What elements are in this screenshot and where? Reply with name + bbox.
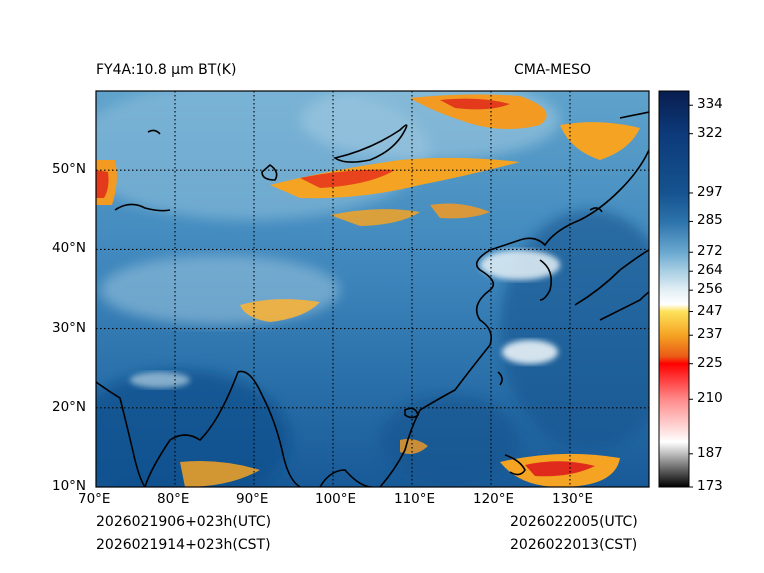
lat-tick-label: 40°N (52, 240, 87, 257)
map-frame (95, 90, 650, 488)
colorbar-tick-label: 285 (697, 212, 723, 229)
colorbar-tick-label: 187 (697, 444, 723, 461)
lon-tick-label: 70°E (78, 491, 111, 507)
lat-tick-label: 30°N (52, 319, 87, 336)
lon-tick-label: 110°E (394, 491, 436, 507)
valid-time-cst: 2026022013(CST) (510, 537, 638, 553)
colorbar-tick-label: 272 (697, 243, 723, 260)
model-source: CMA-MESO (514, 62, 592, 78)
lon-tick-label: 120°E (473, 491, 515, 507)
gridlines (96, 91, 649, 487)
lon-tick-label: 100°E (315, 491, 357, 507)
brightness-temperature-field (96, 91, 649, 487)
figure-title: FY4A:10.8 µm BT(K) (96, 62, 237, 78)
valid-time-utc: 2026022005(UTC) (510, 514, 638, 530)
lon-tick-label: 90°E (236, 491, 269, 507)
lat-tick-label: 50°N (52, 161, 87, 178)
colorbar-tick-label: 334 (697, 96, 723, 113)
colorbar (658, 90, 693, 488)
lat-tick-label: 20°N (52, 398, 87, 415)
lon-tick-label: 130°E (552, 491, 594, 507)
colorbar-tick-label: 210 (697, 390, 723, 407)
lat-tick-label: 10°N (52, 478, 87, 494)
colorbar-tick-label: 264 (697, 262, 723, 279)
init-time-utc: 2026021906+023h(UTC) (96, 514, 272, 530)
colorbar-tick-label: 173 (697, 478, 723, 494)
colorbar-tick-label: 256 (697, 281, 723, 298)
cold-cloud-bands (96, 94, 640, 487)
colorbar-tick-label: 225 (697, 354, 723, 371)
colorbar-tick-label: 247 (697, 302, 723, 319)
lon-tick-label: 80°E (157, 491, 190, 507)
colorbar-tick-label: 322 (697, 124, 723, 141)
init-time-cst: 2026021914+023h(CST) (96, 537, 271, 553)
colorbar-tick-label: 297 (697, 183, 723, 200)
colorbar-tick-label: 237 (697, 326, 723, 343)
coastlines (96, 111, 649, 487)
